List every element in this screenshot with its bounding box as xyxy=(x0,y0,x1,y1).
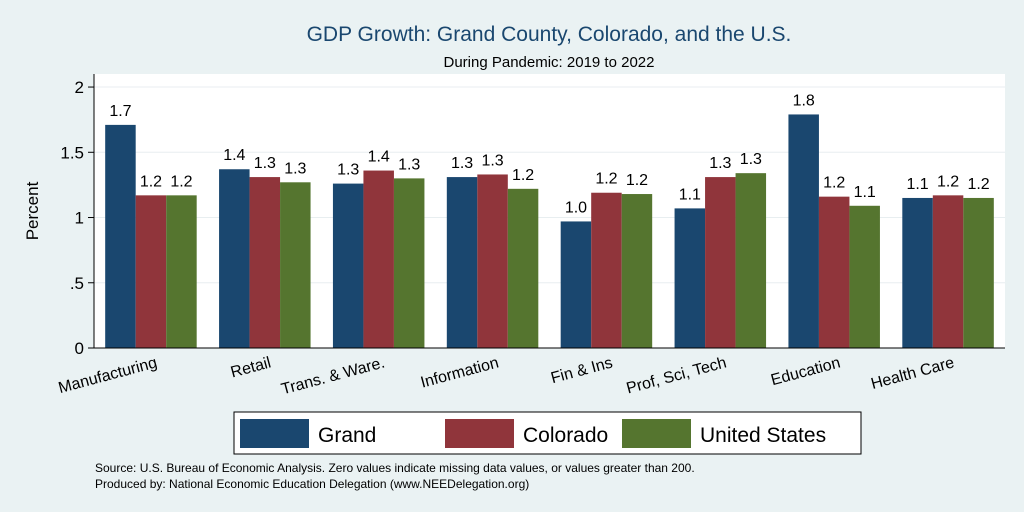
bar-colorado xyxy=(705,177,736,348)
bar-grand xyxy=(902,197,933,348)
bar-united-states xyxy=(393,178,425,348)
y-tick-label: 1.5 xyxy=(60,143,84,162)
x-category-label: Retail xyxy=(229,354,273,381)
bar-grand xyxy=(332,183,364,348)
legend-box xyxy=(233,411,862,455)
bar-united-states xyxy=(166,195,197,348)
bar-colorado xyxy=(363,170,394,348)
y-axis-ticks: 0 .5 1 1.5 2 xyxy=(60,78,94,358)
data-label: 1.2 xyxy=(626,172,648,189)
data-label: 1.3 xyxy=(709,155,731,172)
data-label: 1.1 xyxy=(906,176,928,193)
legend-swatch xyxy=(622,419,691,448)
bar-united-states xyxy=(621,194,653,348)
bar-colorado xyxy=(135,195,167,348)
source-note: Source: U.S. Bureau of Economic Analysis… xyxy=(95,461,695,475)
x-category-label: Prof, Sci, Tech xyxy=(625,354,729,397)
legend-label: Colorado xyxy=(523,424,608,447)
bar-grand xyxy=(674,208,706,348)
produced-by-note: Produced by: National Economic Education… xyxy=(95,477,529,491)
data-label: 1.8 xyxy=(793,92,815,109)
y-axis-label: Percent xyxy=(23,181,42,240)
bar-united-states xyxy=(849,205,880,348)
y-tick-label: 0 xyxy=(75,339,84,358)
bar-colorado xyxy=(477,174,508,348)
x-category-label: Information xyxy=(419,354,501,391)
bar-united-states xyxy=(507,188,539,348)
x-category-label: Manufacturing xyxy=(57,354,159,397)
data-label: 1.2 xyxy=(170,173,192,190)
data-label: 1.2 xyxy=(823,175,845,192)
x-category-label: Trans. & Ware. xyxy=(280,354,387,398)
bar-colorado xyxy=(818,196,850,348)
bar-grand xyxy=(788,114,819,348)
y-tick-label: 2 xyxy=(75,78,84,97)
data-label: 1.3 xyxy=(398,156,420,173)
chart-subtitle: During Pandemic: 2019 to 2022 xyxy=(444,54,655,71)
legend-label: United States xyxy=(700,424,826,447)
bar-colorado xyxy=(932,195,964,348)
x-category-label: Health Care xyxy=(869,354,956,393)
data-label: 1.0 xyxy=(565,199,587,216)
data-label: 1.2 xyxy=(937,173,959,190)
data-label: 1.3 xyxy=(481,152,503,169)
data-label: 1.3 xyxy=(284,160,306,177)
data-label: 1.2 xyxy=(967,176,989,193)
x-category-label: Education xyxy=(769,354,842,389)
bar-grand xyxy=(219,169,250,348)
bar-colorado xyxy=(591,192,622,348)
x-axis-categories: Manufacturing Retail Trans. & Ware. Informa… xyxy=(57,354,957,398)
data-label: 1.2 xyxy=(512,167,534,184)
data-label: 1.1 xyxy=(854,184,876,201)
bars xyxy=(105,114,994,348)
bar-united-states xyxy=(963,197,994,348)
data-labels: 1.7 1.2 1.2 1.4 1.3 1.3 1.3 1.4 1.3 1.3 1.3 1.2 1.0 1… xyxy=(109,92,989,216)
data-label: 1.4 xyxy=(368,149,390,166)
bar-grand xyxy=(446,177,478,348)
data-label: 1.3 xyxy=(740,151,762,168)
bar-colorado xyxy=(249,177,281,348)
x-category-label: Fin & Ins xyxy=(549,354,614,387)
bar-united-states xyxy=(735,173,767,348)
data-label: 1.7 xyxy=(109,103,131,120)
legend-label: Grand xyxy=(318,424,376,447)
legend-swatch xyxy=(240,419,309,448)
bar-grand xyxy=(560,221,592,348)
data-label: 1.2 xyxy=(595,171,617,188)
data-label: 1.3 xyxy=(254,155,276,172)
y-tick-label: 1 xyxy=(75,209,84,228)
data-label: 1.3 xyxy=(337,162,359,179)
legend: Grand Colorado United States xyxy=(240,419,826,448)
bar-grand xyxy=(105,124,136,348)
bar-united-states xyxy=(280,182,311,348)
data-label: 1.2 xyxy=(140,173,162,190)
chart-title: GDP Growth: Grand County, Colorado, and … xyxy=(307,23,792,46)
legend-swatch xyxy=(445,419,514,448)
data-label: 1.1 xyxy=(679,186,701,203)
y-tick-label: .5 xyxy=(70,274,84,293)
data-label: 1.4 xyxy=(223,147,245,164)
data-label: 1.3 xyxy=(451,155,473,172)
